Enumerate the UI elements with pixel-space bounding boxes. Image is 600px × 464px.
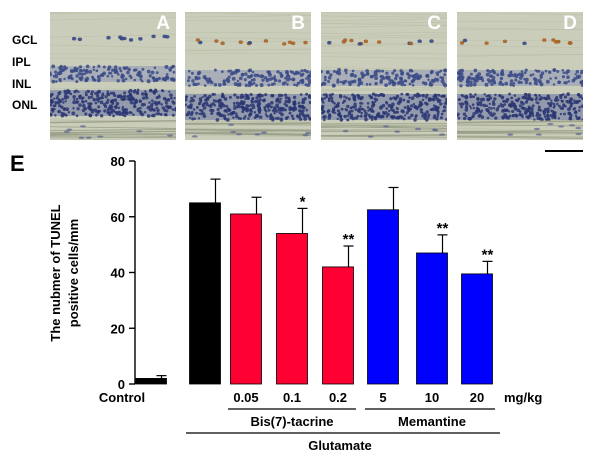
bar — [276, 233, 308, 385]
group-brackets: Bis(7)-tacrine Memantine Glutamate — [186, 408, 500, 453]
layer-label-onl: ONL — [12, 98, 38, 112]
x-tick-label: 0.1 — [283, 390, 301, 405]
panel-letter: A — [156, 13, 170, 34]
y-tick-label: 60 — [111, 210, 125, 225]
micrograph-panel-a: A — [50, 12, 176, 140]
layer-label-gcl: GCL — [12, 33, 38, 47]
significance-marker: ** — [437, 220, 449, 237]
x-tick-label: 0.2 — [329, 390, 347, 405]
panel-letter: B — [291, 13, 305, 34]
y-tick-label: 80 — [111, 154, 125, 169]
micrograph-image — [185, 12, 311, 140]
x-tick-label: 5 — [379, 390, 386, 405]
y-tick-label: 0 — [118, 377, 125, 392]
chart-axes: 0 20 40 60 80 — [111, 154, 136, 392]
panel-letter: C — [427, 13, 441, 34]
y-axis-label-line: The nubmer of TUNEL — [48, 204, 63, 341]
significance-marker: ** — [343, 231, 355, 248]
group-label: Memantine — [398, 414, 466, 429]
bar — [367, 209, 399, 385]
chart-panel-letter: E — [10, 151, 25, 176]
y-axis-label: The nubmer of TUNEL positive cells/mm — [48, 204, 81, 341]
x-tick-label: 20 — [470, 390, 484, 405]
x-tick-label: 10 — [425, 390, 439, 405]
layer-label-ipl: IPL — [12, 55, 31, 69]
significance-marker: ** — [482, 246, 494, 263]
micrograph-image — [457, 12, 583, 140]
x-tick-label: Control — [99, 390, 145, 405]
micrograph-panel-d: D — [457, 12, 583, 140]
unit-label: mg/kg — [504, 390, 542, 405]
x-tick-label: 0.05 — [233, 390, 258, 405]
layer-label-inl: INL — [12, 77, 32, 91]
micrograph-panel-c: C — [321, 12, 447, 140]
micrograph-panel-b: B — [185, 12, 311, 140]
chart-bars: ******* — [135, 178, 494, 385]
bar — [322, 266, 354, 385]
panel-letter: D — [563, 13, 577, 34]
bar — [135, 378, 167, 385]
bar — [416, 252, 448, 385]
outer-group-label: Glutamate — [308, 438, 372, 453]
y-tick-label: 20 — [111, 321, 125, 336]
bar — [189, 202, 221, 385]
x-axis-labels: Control 0.05 0.1 0.2 5 10 20 mg/kg — [99, 390, 542, 405]
micrograph-image — [50, 12, 176, 140]
bar — [230, 213, 262, 385]
significance-marker: * — [300, 193, 306, 210]
y-axis-label-line: positive cells/mm — [66, 219, 81, 327]
bar — [461, 273, 493, 385]
group-label: Bis(7)-tacrine — [250, 414, 333, 429]
micrograph-image — [321, 12, 447, 140]
y-tick-label: 40 — [111, 266, 125, 281]
bar-chart: E The nubmer of TUNEL positive cells/mm 0… — [10, 151, 542, 453]
scale-bar — [545, 150, 583, 152]
